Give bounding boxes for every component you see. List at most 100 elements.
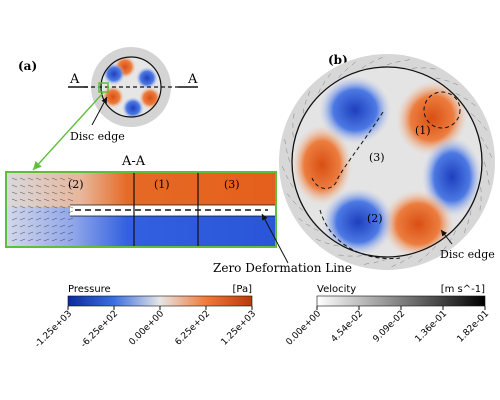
section-region-label-2: (2) <box>68 178 84 191</box>
flow-vector <box>67 198 74 202</box>
velocity-vector <box>444 79 450 82</box>
velocity-vector <box>304 99 307 105</box>
velocity-vector <box>327 73 331 78</box>
flow-vector <box>51 238 58 242</box>
pressure-tick-label: -1.25e+03 <box>33 309 74 350</box>
disc-region-label-3: (3) <box>369 151 385 164</box>
velocity-vector <box>453 230 456 236</box>
velocity-vector <box>377 56 383 60</box>
flow-vector <box>19 231 26 235</box>
flow-vector <box>67 238 74 242</box>
flow-vector <box>11 177 18 181</box>
flow-vector <box>11 205 18 209</box>
disc-edge-label-a: Disc edge <box>70 130 125 143</box>
flow-vector <box>51 184 58 188</box>
velocity-vector <box>485 144 489 150</box>
flow-vector <box>27 191 34 195</box>
velocity-vector <box>386 62 392 66</box>
velocity-vector <box>453 82 458 85</box>
velocity-vector <box>412 67 418 69</box>
flow-vector <box>35 210 42 214</box>
flow-vector <box>67 210 74 214</box>
flow-vector <box>11 231 18 235</box>
disc-region-label-2: (2) <box>367 212 383 225</box>
flow-vector <box>43 205 50 209</box>
velocity-vector <box>391 264 397 268</box>
vortex-region-2 <box>319 209 401 260</box>
disc-edge-label-b: Disc edge <box>440 248 495 261</box>
section-region-label-3: (3) <box>224 178 240 191</box>
flow-vector <box>43 210 50 214</box>
flow-vector <box>27 177 34 181</box>
flow-vector <box>59 238 66 242</box>
flow-vector <box>27 224 34 228</box>
velocity-vector <box>488 179 490 185</box>
velocity-vector <box>463 97 469 101</box>
velocity-vector <box>292 200 297 205</box>
flow-vector <box>67 231 74 235</box>
velocity-tick-label: 9.09e-02 <box>372 309 408 345</box>
velocity-vector <box>356 255 362 257</box>
velocity-vector <box>298 218 303 222</box>
velocity-vector <box>284 139 286 145</box>
velocity-vector <box>292 131 294 137</box>
flow-vector <box>51 210 58 214</box>
vortex-region-3 <box>311 111 384 189</box>
flow-vector <box>19 238 26 242</box>
flow-vector <box>43 238 50 242</box>
flow-vector <box>59 217 66 221</box>
flow-vector <box>11 191 18 195</box>
disc-edge-arrow-b <box>440 229 453 245</box>
velocity-vector <box>443 246 447 251</box>
flow-vector <box>19 191 26 195</box>
flow-vector <box>35 198 42 202</box>
velocity-vector <box>344 67 349 72</box>
velocity-vector <box>313 228 319 231</box>
velocity-colorbar-ticks <box>316 306 486 310</box>
velocity-vector <box>455 93 461 96</box>
flow-vector <box>19 217 26 221</box>
velocity-vector <box>285 174 289 180</box>
flow-vector <box>11 217 18 221</box>
flow-vector <box>19 198 26 202</box>
flow-vector <box>19 224 26 228</box>
zero-line-arrow <box>261 213 289 264</box>
flow-vector <box>27 217 34 221</box>
flow-vector <box>35 177 42 181</box>
velocity-vector <box>316 239 321 242</box>
flow-vector <box>43 191 50 195</box>
zoom-box <box>98 82 109 93</box>
flow-vector <box>35 217 42 221</box>
velocity-vector <box>307 91 310 96</box>
flow-arrows <box>11 177 74 242</box>
flow-vector <box>43 177 50 181</box>
flow-vector <box>59 224 66 228</box>
velocity-vector <box>361 65 367 69</box>
flow-vector <box>43 184 50 188</box>
velocity-vector <box>483 126 488 131</box>
flow-vector <box>19 177 26 181</box>
velocity-arrows <box>281 56 493 268</box>
flow-vector <box>67 184 74 188</box>
velocity-vector <box>318 88 321 94</box>
disc-region-label-1: (1) <box>415 124 431 137</box>
flow-vector <box>51 205 58 209</box>
flow-vector <box>11 210 18 214</box>
velocity-vector <box>469 210 472 216</box>
flow-vector <box>27 210 34 214</box>
velocity-vector <box>285 148 288 154</box>
flow-vector <box>27 238 34 242</box>
flow-vector <box>27 205 34 209</box>
velocity-vector <box>298 207 304 211</box>
pressure-colorbar: Pressure [Pa] -1.25e+03 -6.25e+02 0.00e+… <box>33 284 258 350</box>
flow-vector <box>51 224 58 228</box>
flow-vector <box>35 224 42 228</box>
flow-vector <box>51 231 58 235</box>
zoom-connector <box>32 92 104 171</box>
velocity-colorbar-unit: [m s^-1] <box>441 284 485 295</box>
panel-a-label: (a) <box>18 59 37 73</box>
large-disc <box>279 54 495 270</box>
flow-vector <box>59 191 66 195</box>
velocity-vector <box>395 60 401 63</box>
flow-vector <box>27 198 34 202</box>
